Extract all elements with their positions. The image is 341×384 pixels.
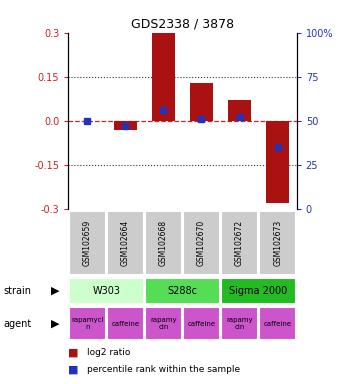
Bar bbox=[260, 211, 296, 275]
Text: GSM102672: GSM102672 bbox=[235, 220, 244, 266]
Text: ■: ■ bbox=[68, 348, 79, 358]
Text: GSM102659: GSM102659 bbox=[83, 220, 92, 266]
Text: log2 ratio: log2 ratio bbox=[87, 348, 130, 357]
Text: rapamy
cin: rapamy cin bbox=[226, 317, 253, 330]
Bar bbox=[152, 33, 175, 121]
Bar bbox=[107, 307, 144, 340]
Text: GSM102670: GSM102670 bbox=[197, 220, 206, 266]
Text: ▶: ▶ bbox=[51, 286, 60, 296]
Text: caffeine: caffeine bbox=[111, 321, 139, 326]
Bar bbox=[221, 278, 296, 304]
Text: GSM102668: GSM102668 bbox=[159, 220, 168, 266]
Bar bbox=[69, 307, 105, 340]
Bar bbox=[221, 211, 258, 275]
Bar bbox=[266, 121, 289, 204]
Text: GSM102664: GSM102664 bbox=[121, 220, 130, 266]
Text: agent: agent bbox=[3, 318, 32, 329]
Bar bbox=[114, 121, 137, 130]
Text: percentile rank within the sample: percentile rank within the sample bbox=[87, 365, 240, 374]
Text: Sigma 2000: Sigma 2000 bbox=[229, 286, 288, 296]
Bar bbox=[107, 211, 144, 275]
Bar bbox=[145, 211, 182, 275]
Text: caffeine: caffeine bbox=[264, 321, 292, 326]
Text: rapamyci
n: rapamyci n bbox=[71, 317, 103, 330]
Text: GSM102673: GSM102673 bbox=[273, 220, 282, 266]
Bar bbox=[260, 307, 296, 340]
Bar bbox=[145, 307, 182, 340]
Text: ■: ■ bbox=[68, 364, 79, 374]
Text: rapamy
cin: rapamy cin bbox=[150, 317, 177, 330]
Bar bbox=[183, 307, 220, 340]
Text: W303: W303 bbox=[92, 286, 120, 296]
Title: GDS2338 / 3878: GDS2338 / 3878 bbox=[131, 17, 234, 30]
Bar bbox=[145, 278, 220, 304]
Bar bbox=[183, 211, 220, 275]
Text: ▶: ▶ bbox=[51, 318, 60, 329]
Bar bbox=[69, 211, 105, 275]
Text: caffeine: caffeine bbox=[188, 321, 216, 326]
Bar bbox=[228, 100, 251, 121]
Bar bbox=[69, 278, 144, 304]
Text: strain: strain bbox=[3, 286, 31, 296]
Bar bbox=[221, 307, 258, 340]
Text: S288c: S288c bbox=[167, 286, 197, 296]
Bar bbox=[190, 83, 213, 121]
